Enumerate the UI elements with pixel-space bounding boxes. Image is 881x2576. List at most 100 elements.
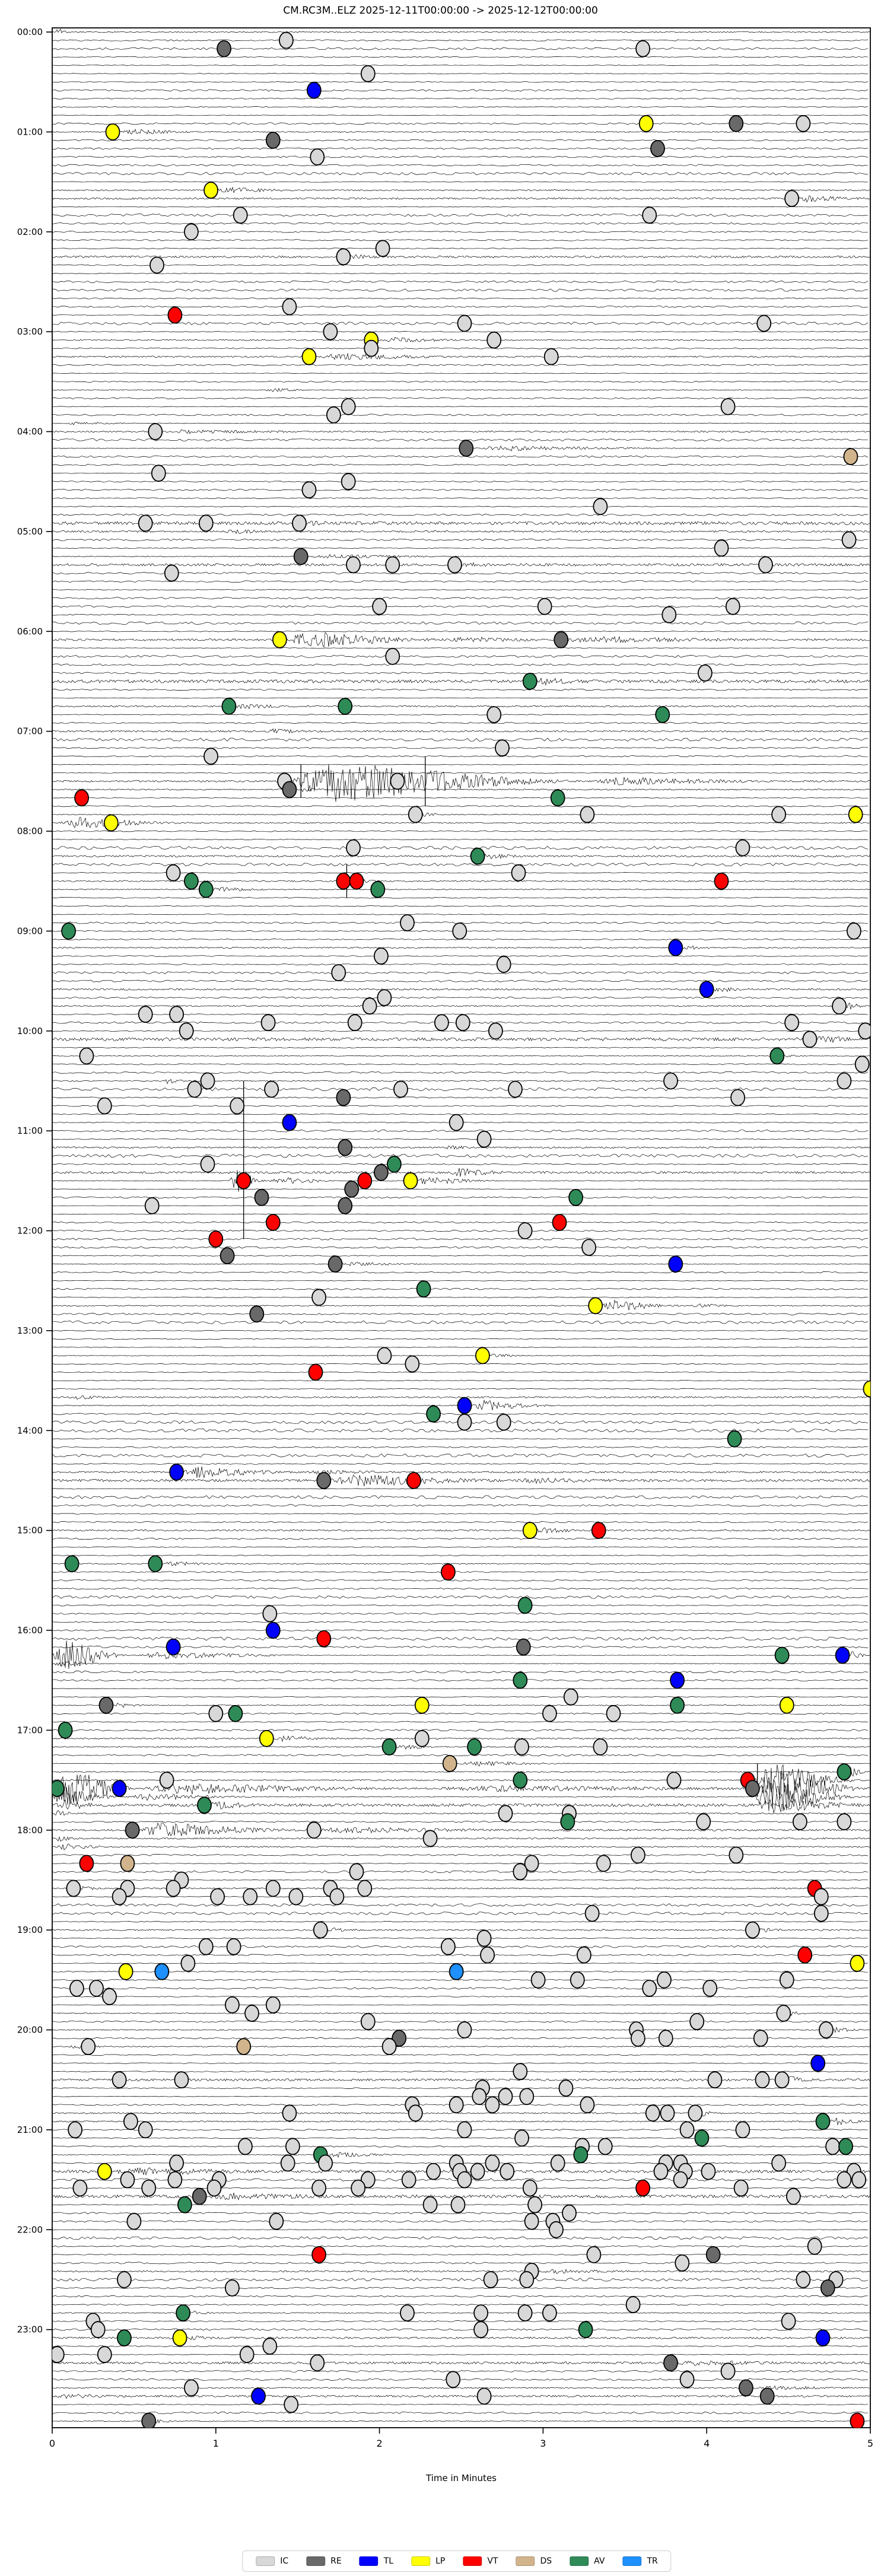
event-marker-AV [61,923,76,940]
legend-swatch-TL [359,2556,379,2566]
event-marker-IC [310,2354,325,2372]
event-marker-IC [66,1879,81,1897]
event-marker-VT [236,1172,252,1190]
event-marker-IC [208,1704,224,1722]
event-marker-RE [282,781,297,799]
event-marker-LP [848,806,863,823]
event-marker-IC [457,2021,472,2038]
trace-row [52,1466,870,1478]
event-marker-IC [347,1014,362,1032]
event-marker-IC [841,531,857,549]
event-marker-IC [580,806,595,823]
hour-label: 12:00 [17,1226,43,1236]
event-marker-IC [508,1080,523,1098]
legend-swatch-RE [306,2556,326,2566]
event-marker-IC [735,839,750,857]
trace-row [52,1079,870,1085]
event-marker-AV [198,880,214,898]
trace-row [52,1454,869,1458]
event-marker-IC [68,2121,82,2139]
event-marker-IC [524,1855,539,1872]
trace-row [52,455,869,458]
event-marker-IC [264,1080,279,1098]
trace-row [52,2152,870,2158]
trace-row [52,2345,869,2348]
event-marker-AV [513,1772,528,1789]
event-marker-IC [819,2021,834,2038]
event-marker-VT [441,1563,456,1581]
event-marker-RE [374,1163,389,1181]
trace-row [52,1661,870,1667]
trace-row [52,147,869,150]
hour-label: 15:00 [17,1525,43,1536]
event-marker-IC [549,2221,564,2238]
trace-row [52,247,869,250]
x-axis-title: Time in Minutes [426,2473,497,2483]
trace-row [52,1222,869,1223]
trace-row [52,1168,870,1177]
trace-row [52,171,869,176]
trace-row [52,2286,869,2289]
trace-row [52,264,869,266]
event-marker-IC [326,406,341,424]
event-marker-IC [784,190,799,208]
trace-row [52,1822,870,1837]
chart-title: CM.RC3M..ELZ 2025-12-11T00:00:00 -> 2025… [283,5,598,17]
event-marker-IC [483,2271,498,2288]
trace-row [52,1679,869,1682]
trace-row [52,1546,869,1548]
trace-row [52,853,870,860]
trace-row [52,139,869,141]
event-marker-VT [591,1522,606,1540]
event-marker-RE [759,2387,775,2405]
event-marker-IC [224,2279,240,2297]
event-marker-IC [414,1729,430,1747]
event-marker-IC [346,556,361,574]
legend-label: VT [487,2556,498,2566]
event-marker-IC [563,1688,578,1706]
event-marker-IC [720,2362,736,2380]
trace-row [52,2145,868,2148]
hour-label: 14:00 [17,1425,43,1436]
trace-row [52,1696,869,1698]
event-marker-RE [254,1189,269,1206]
event-marker-IC [360,2171,376,2189]
event-marker-IC [776,2005,791,2022]
event-marker-VT [74,789,90,807]
event-marker-RE [729,115,744,132]
event-marker-IC [381,2038,397,2056]
trace-row [52,2295,869,2298]
hour-label: 08:00 [17,826,43,837]
trace-row [52,1629,869,1632]
event-marker-IC [301,481,317,499]
event-marker-RE [739,2379,753,2397]
trace-row [52,2336,870,2340]
event-marker-IC [265,1879,281,1897]
event-marker-IC [278,31,294,49]
event-marker-IC [645,2104,660,2122]
event-marker-TL [668,1255,683,1273]
event-marker-IC [150,256,164,274]
event-marker-IC [500,2162,515,2180]
trace-row [52,1513,869,1515]
event-marker-TL [166,1638,181,1656]
trace-row [52,1843,870,1850]
event-marker-IC [292,514,307,532]
event-marker-AV [550,789,565,807]
trace-row [52,73,869,75]
event-marker-IC [657,1971,672,1989]
event-marker-IC [513,2063,528,2081]
event-marker-IC [854,1055,870,1073]
trace-row [52,1105,869,1107]
trace-row [52,1945,869,1948]
event-marker-IC [262,1605,278,1623]
event-marker-LP [118,1963,133,1980]
trace-row [52,1896,869,1898]
event-marker-IC [495,739,510,757]
trace-row [52,1821,869,1823]
hour-label: 03:00 [17,326,43,337]
trace-row [52,2354,869,2355]
event-marker-LP [105,123,120,141]
event-marker-IC [141,2179,157,2197]
trace-row [52,186,870,193]
